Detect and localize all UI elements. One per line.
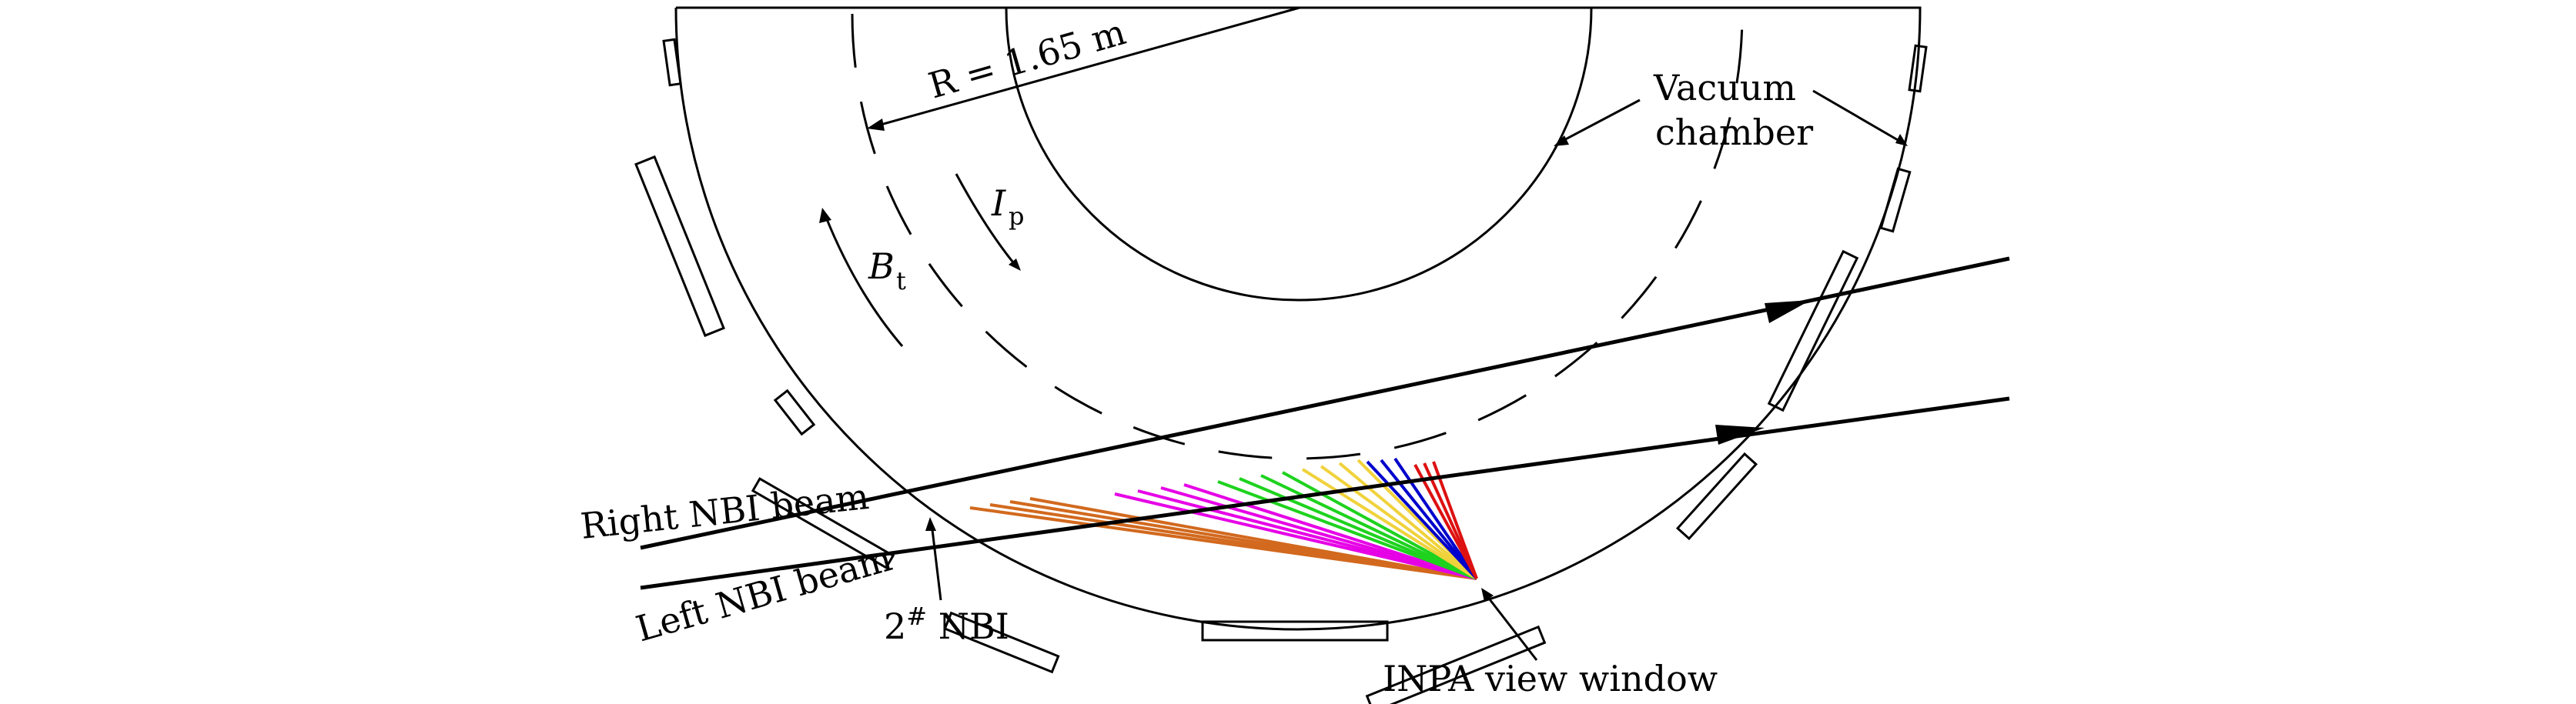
toroidal-field-subscript: t [896, 266, 906, 295]
nbi-port-leader [925, 517, 942, 601]
inpa-window-leader [1481, 588, 1538, 661]
dashed-flux-circle [851, 13, 1744, 460]
left-nbi-beam-label: Left NBI beam [631, 537, 896, 649]
sightline-group-5 [1366, 457, 1478, 580]
vacuum-chamber-outer-wall [674, 6, 1922, 631]
sightline-group-1 [969, 497, 1477, 580]
inpa-window-label: INPA view window [1383, 658, 1718, 699]
sightline-group-6 [1413, 461, 1478, 579]
nbi-port-label: 2# NBI [884, 602, 1009, 647]
radius-label: R = 1.65 m [924, 11, 1130, 106]
radius-arrow [867, 6, 1300, 131]
plasma-current-subscript: p [1009, 202, 1024, 231]
vacuum-chamber-leaders [1554, 89, 1908, 146]
sightline-group-3 [1217, 471, 1477, 580]
toroidal-field-symbol: B [868, 245, 895, 287]
toroidal-field-arrow [819, 208, 904, 347]
right-nbi-beam-label: Right NBI beam [579, 475, 871, 547]
vacuum-chamber-label-line2: chamber [1655, 112, 1813, 153]
right-nbi-beam [640, 256, 2010, 550]
left-nbi-beam [640, 396, 2010, 590]
vacuum-chamber-inner-wall [1005, 7, 1593, 302]
plasma-current-symbol: I [991, 182, 1006, 224]
sightline-group-2 [1114, 483, 1477, 580]
plasma-current-arrow [955, 173, 1021, 271]
inpa-sightlines [969, 457, 1478, 580]
vacuum-chamber-label-line1: Vacuum [1653, 67, 1796, 108]
